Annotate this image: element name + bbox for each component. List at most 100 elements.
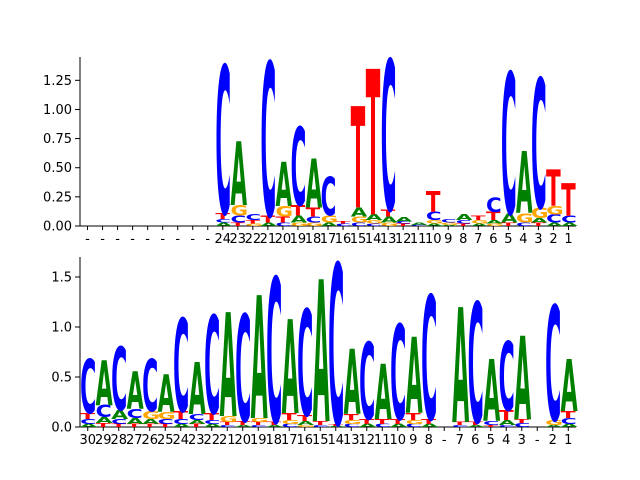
bottom-letter-glyph: A [251, 262, 268, 458]
bottom-letter-A: A [282, 293, 299, 444]
bottom-letter-T: T [499, 408, 515, 424]
top-x-tick-label: 6 [489, 232, 497, 247]
bottom-letter-T: T [80, 412, 96, 421]
top-x-tick-label: - [145, 232, 150, 247]
bottom-letter-glyph: C [561, 417, 577, 426]
top-letter-glyph: G [321, 214, 339, 225]
top-letter-T: T [336, 221, 351, 225]
top-letter-glyph: A [546, 222, 563, 228]
bottom-x-tick-label: 12 [358, 433, 375, 448]
bottom-letter-T: T [251, 421, 266, 426]
top-letter-G: G [531, 205, 549, 222]
top-letter-glyph: A [531, 216, 549, 224]
top-x-tick-label: 24 [215, 232, 232, 247]
bottom-letter-C: C [499, 323, 515, 433]
bottom-letter-T: T [375, 418, 391, 426]
bottom-letter-T: T [514, 418, 529, 424]
top-letter-C: C [411, 225, 427, 227]
bottom-letter-glyph: A [406, 316, 423, 438]
bottom-letter-C: C [80, 418, 96, 426]
top-letter-glyph: G [471, 219, 489, 225]
bottom-letter-C: C [251, 424, 267, 427]
bottom-letter-C: C [468, 269, 484, 461]
bottom-letter-A: A [421, 423, 439, 428]
top-letter-glyph: T [456, 223, 471, 227]
top-x-tick-label: 18 [305, 232, 322, 247]
bottom-letter-glyph: T [313, 420, 328, 426]
bottom-letter-glyph: T [80, 412, 96, 421]
bottom-letter-glyph: G [282, 419, 300, 425]
bottom-letter-G: G [251, 417, 269, 423]
top-letter-glyph: A [396, 215, 414, 223]
bottom-letter-glyph: G [158, 411, 176, 422]
top-letter-A: A [531, 216, 549, 224]
bottom-letter-T: T [328, 423, 343, 426]
top-letter-glyph: A [456, 213, 473, 222]
bottom-letter-T: T [406, 412, 422, 423]
top-letter-glyph: C [531, 43, 547, 249]
top-letter-glyph: A [426, 223, 443, 227]
bottom-letter-glyph: C [80, 418, 96, 426]
top-letter-C: C [306, 215, 322, 224]
bottom-letter-glyph: G [251, 417, 269, 423]
bottom-letter-T: T [142, 423, 157, 428]
bottom-letter-glyph: A [390, 423, 408, 428]
bottom-letter-A: A [468, 424, 486, 427]
bottom-letter-glyph: A [96, 416, 113, 425]
bottom-letter-glyph: A [142, 418, 160, 426]
bottom-x-tick-label: 20 [234, 433, 251, 448]
bottom-letter-A: A [375, 350, 392, 438]
top-letter-glyph: C [366, 223, 382, 227]
bottom-letter-C: C [545, 274, 561, 457]
top-x-tick-label: - [115, 232, 120, 247]
top-letter-C: C [501, 35, 517, 260]
bottom-letter-T: T [158, 423, 173, 428]
top-letter-glyph: C [426, 210, 442, 223]
top-letter-glyph: C [230, 214, 246, 225]
bottom-x-tick-label: 10 [389, 433, 406, 448]
bottom-letter-G: G [545, 419, 563, 427]
bottom-letter-glyph: T [266, 421, 281, 426]
bottom-letter-T: T [297, 414, 313, 423]
bottom-letter-A: A [127, 362, 144, 422]
bottom-letter-C: C [499, 424, 515, 427]
bottom-x-tick-label: 4 [502, 433, 510, 448]
bottom-letter-glyph: C [266, 239, 282, 470]
top-letter-glyph: T [546, 161, 561, 218]
bottom-letter-glyph: T [189, 423, 204, 428]
bottom-x-tick-label: 8 [425, 433, 433, 448]
bottom-letter-C: C [375, 423, 391, 428]
top-letter-glyph: T [306, 206, 321, 221]
top-letter-glyph: C [546, 213, 562, 226]
top-letter-glyph: C [486, 194, 502, 217]
bottom-letter-T: T [282, 412, 298, 423]
bottom-letter-C: C [127, 407, 143, 422]
bottom-letter-A: A [235, 424, 253, 427]
bottom-letter-glyph: G [297, 424, 315, 427]
bottom-letter-glyph: G [220, 415, 238, 424]
top-letter-glyph: A [381, 215, 398, 224]
bottom-x-tick-label: 28 [110, 433, 127, 448]
top-letter-glyph: C [336, 223, 352, 227]
bottom-x-tick-label: 11 [374, 433, 391, 448]
top-letter-G: G [441, 222, 459, 226]
top-letter-glyph: C [351, 222, 367, 228]
top-letter-glyph: T [351, 80, 366, 241]
top-letter-glyph: T [381, 208, 396, 219]
bottom-letter-C: C [80, 344, 96, 431]
bottom-letter-glyph: C [375, 423, 391, 428]
bottom-letter-glyph: A [328, 426, 345, 428]
bottom-letter-glyph: C [313, 424, 329, 427]
top-letter-glyph: C [215, 218, 231, 224]
bottom-letter-A: A [96, 416, 113, 425]
top-letter-glyph: A [441, 225, 458, 227]
bottom-letter-T: T [220, 421, 235, 426]
bottom-letter-A: A [514, 315, 531, 447]
top-letter-glyph: A [291, 214, 308, 225]
bottom-letter-C: C [390, 299, 406, 451]
bottom-y-tick-label: 0.0 [51, 421, 72, 436]
bottom-letter-T: T [483, 424, 498, 427]
bottom-letter-glyph: T [96, 422, 111, 428]
top-letter-glyph: G [351, 215, 369, 224]
top-letter-G: G [351, 215, 369, 224]
